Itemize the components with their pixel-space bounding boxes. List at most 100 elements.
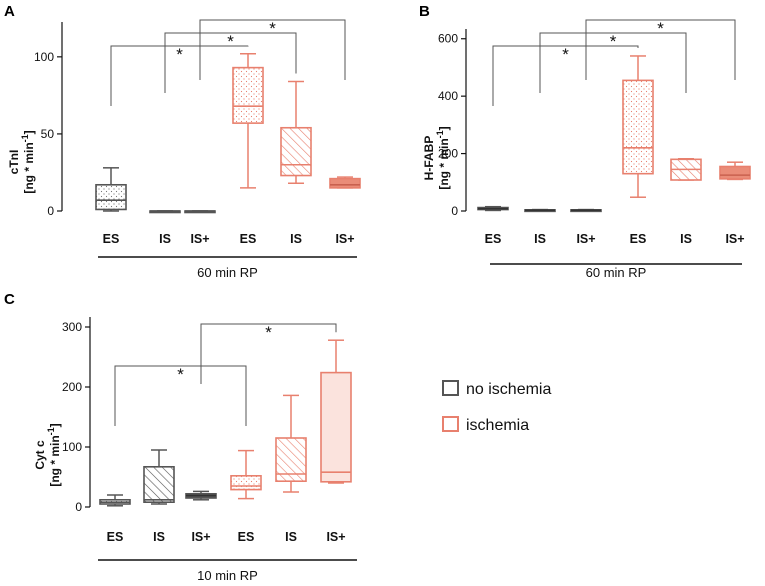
panel-label: B bbox=[419, 3, 430, 20]
group-label: 60 min RP bbox=[197, 265, 258, 280]
box-body bbox=[230, 474, 262, 491]
box-body bbox=[232, 66, 264, 124]
x-tick-label: IS bbox=[534, 232, 546, 246]
box-es-ischemia bbox=[622, 55, 654, 198]
box-es-ischemia bbox=[232, 53, 264, 189]
y-axis-label-sup: -1 bbox=[46, 427, 56, 435]
x-tick-label: IS bbox=[285, 530, 297, 544]
y-tick-label: 100 bbox=[34, 50, 54, 64]
y-tick-label: 400 bbox=[438, 89, 458, 103]
y-tick-label: 200 bbox=[62, 380, 82, 394]
box-body bbox=[280, 126, 312, 177]
significance-star: * bbox=[177, 365, 184, 384]
bracket-line bbox=[585, 19, 736, 80]
legend-label-no-ischemia: no ischemia bbox=[466, 381, 551, 398]
y-axis-label-name: H-FABP bbox=[422, 136, 436, 181]
y-tick-label: 0 bbox=[451, 204, 458, 218]
y-tick-label: 100 bbox=[62, 440, 82, 454]
group-label: 60 min RP bbox=[586, 265, 647, 280]
box-es-no-ischemia bbox=[95, 167, 127, 212]
y-axis-label-sup: -1 bbox=[20, 134, 30, 142]
legend-swatch-no-ischemia bbox=[442, 380, 459, 396]
significance-star: * bbox=[657, 19, 664, 38]
box-is-no-ischemia bbox=[143, 449, 175, 505]
significance-star: * bbox=[265, 323, 272, 342]
y-tick-label: 0 bbox=[75, 500, 82, 514]
box-isplus-no-ischemia bbox=[570, 208, 602, 213]
x-tick-label: ES bbox=[103, 232, 120, 246]
y-axis-label: H-FABP[ng * min-1] bbox=[422, 126, 451, 189]
significance-bracket: * bbox=[539, 32, 687, 93]
box-is-no-ischemia bbox=[524, 208, 556, 213]
bracket-line bbox=[110, 45, 249, 106]
y-tick-label: 600 bbox=[438, 32, 458, 46]
box-body bbox=[320, 371, 352, 483]
panel-label: A bbox=[4, 3, 15, 20]
x-tick-label: ES bbox=[240, 232, 257, 246]
bracket-line bbox=[200, 323, 337, 384]
y-tick-label: 200 bbox=[438, 147, 458, 161]
significance-star: * bbox=[227, 32, 234, 51]
x-tick-label: IS+ bbox=[335, 232, 354, 246]
box-is-ischemia bbox=[670, 157, 702, 181]
box-isplus-ischemia bbox=[320, 339, 352, 484]
y-tick-label: 300 bbox=[62, 320, 82, 334]
significance-bracket: * bbox=[585, 19, 736, 80]
x-tick-label: IS bbox=[153, 530, 165, 544]
bracket-line bbox=[492, 45, 639, 106]
bracket-line bbox=[164, 32, 297, 93]
legend-label-ischemia: ischemia bbox=[466, 417, 529, 434]
y-axis-label-close: ] bbox=[22, 130, 36, 134]
x-tick-label: IS+ bbox=[191, 530, 210, 544]
x-tick-label: ES bbox=[485, 232, 502, 246]
box-es-no-ischemia bbox=[99, 494, 131, 507]
y-axis-label-close: ] bbox=[437, 126, 451, 130]
x-tick-label: IS+ bbox=[190, 232, 209, 246]
box-body bbox=[143, 465, 175, 503]
box-body bbox=[329, 177, 361, 189]
x-tick-label: IS+ bbox=[576, 232, 595, 246]
significance-star: * bbox=[176, 45, 183, 64]
y-axis-label: cTnI[ng * min-1] bbox=[7, 130, 36, 193]
box-isplus-ischemia bbox=[719, 161, 751, 181]
box-is-ischemia bbox=[280, 80, 312, 184]
box-isplus-no-ischemia bbox=[184, 210, 216, 214]
significance-bracket: * bbox=[164, 32, 297, 93]
x-tick-label: IS+ bbox=[725, 232, 744, 246]
significance-bracket: * bbox=[199, 19, 346, 80]
y-axis-label-sup: -1 bbox=[435, 130, 445, 138]
box-isplus-no-ischemia bbox=[185, 490, 217, 501]
significance-star: * bbox=[610, 32, 617, 51]
bracket-line bbox=[114, 365, 247, 426]
x-tick-label: ES bbox=[238, 530, 255, 544]
legend: no ischemia ischemia bbox=[442, 380, 551, 434]
significance-bracket: * bbox=[200, 323, 337, 384]
panel-c: C 0 100 200 300 Cyt c[ng * min-1] ES IS IS+ ES IS I… bbox=[4, 291, 357, 583]
x-tick-label: ES bbox=[107, 530, 124, 544]
y-axis-label-name: cTnI bbox=[7, 150, 21, 175]
legend-swatch-ischemia bbox=[442, 416, 459, 432]
x-tick-label: IS+ bbox=[326, 530, 345, 544]
bracket-line bbox=[199, 19, 346, 80]
box-is-no-ischemia bbox=[149, 210, 181, 214]
significance-bracket: * bbox=[492, 45, 639, 106]
box-is-ischemia bbox=[275, 394, 307, 493]
significance-star: * bbox=[269, 19, 276, 38]
significance-bracket: * bbox=[110, 45, 249, 106]
y-axis-label-name: Cyt c bbox=[33, 440, 47, 470]
x-tick-label: IS bbox=[290, 232, 302, 246]
y-axis-label-unit: [ng * min bbox=[437, 138, 451, 189]
group-label: 10 min RP bbox=[197, 568, 258, 583]
significance-bracket: * bbox=[114, 365, 247, 426]
significance-star: * bbox=[562, 45, 569, 64]
panel-label: C bbox=[4, 291, 15, 308]
legend-item-ischemia: ischemia bbox=[442, 416, 529, 434]
legend-item-no-ischemia: no ischemia bbox=[442, 380, 551, 398]
x-tick-label: IS bbox=[159, 232, 171, 246]
box-isplus-ischemia bbox=[329, 176, 361, 189]
y-tick-label: 50 bbox=[41, 127, 55, 141]
y-axis-label-unit: [ng * min bbox=[22, 142, 36, 193]
bracket-line bbox=[539, 32, 687, 93]
box-es-ischemia bbox=[230, 449, 262, 500]
